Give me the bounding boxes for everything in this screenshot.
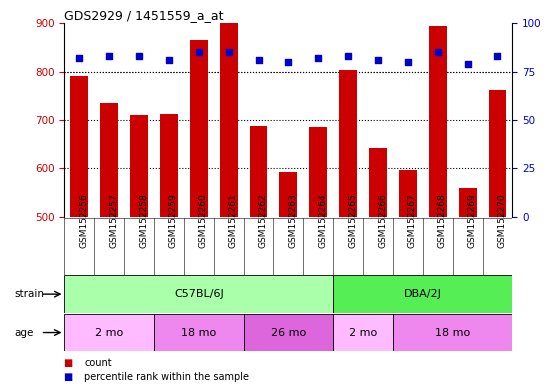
Point <box>344 53 353 59</box>
Text: 18 mo: 18 mo <box>435 328 470 338</box>
Text: GSM152261: GSM152261 <box>228 193 237 248</box>
Bar <box>309 127 327 217</box>
Point <box>105 53 114 59</box>
Text: GSM152257: GSM152257 <box>109 193 118 248</box>
Text: count: count <box>84 358 111 368</box>
Bar <box>333 275 512 313</box>
Bar <box>333 314 393 351</box>
Bar <box>100 103 118 217</box>
Bar <box>71 76 88 217</box>
Point <box>374 57 382 63</box>
Bar <box>339 70 357 217</box>
Text: GSM152265: GSM152265 <box>348 193 357 248</box>
Text: C57BL/6J: C57BL/6J <box>174 289 223 299</box>
Text: ■: ■ <box>64 372 77 382</box>
Point <box>224 49 233 55</box>
Text: GSM152258: GSM152258 <box>139 193 148 248</box>
Point <box>134 53 143 59</box>
Text: GDS2929 / 1451559_a_at: GDS2929 / 1451559_a_at <box>64 9 224 22</box>
Bar <box>154 314 244 351</box>
Bar <box>393 314 512 351</box>
Point <box>493 53 502 59</box>
Point <box>254 57 263 63</box>
Text: percentile rank within the sample: percentile rank within the sample <box>84 372 249 382</box>
Bar <box>488 90 506 217</box>
Text: 18 mo: 18 mo <box>181 328 216 338</box>
Bar <box>190 40 208 217</box>
Text: 26 mo: 26 mo <box>271 328 306 338</box>
Bar <box>130 115 148 217</box>
Text: GSM152268: GSM152268 <box>438 193 447 248</box>
Bar <box>220 23 237 217</box>
Text: GSM152263: GSM152263 <box>288 193 297 248</box>
Text: GSM152269: GSM152269 <box>468 193 477 248</box>
Text: DBA/2J: DBA/2J <box>404 289 442 299</box>
Text: GSM152262: GSM152262 <box>259 193 268 248</box>
Text: GSM152260: GSM152260 <box>199 193 208 248</box>
Text: age: age <box>14 328 34 338</box>
Bar <box>459 188 477 217</box>
Bar <box>399 170 417 217</box>
Text: ■: ■ <box>64 358 77 368</box>
Text: GSM152256: GSM152256 <box>80 193 88 248</box>
Text: GSM152259: GSM152259 <box>169 193 178 248</box>
Point <box>194 49 203 55</box>
Text: GSM152270: GSM152270 <box>497 193 506 248</box>
Point <box>75 55 84 61</box>
Point <box>284 59 293 65</box>
Bar <box>429 26 447 217</box>
Bar <box>160 114 178 217</box>
Bar <box>244 314 333 351</box>
Text: GSM152267: GSM152267 <box>408 193 417 248</box>
Point <box>433 49 442 55</box>
Point <box>403 59 412 65</box>
Text: GSM152264: GSM152264 <box>318 193 327 248</box>
Text: strain: strain <box>14 289 44 299</box>
Point <box>314 55 323 61</box>
Bar <box>64 275 333 313</box>
Bar <box>369 148 387 217</box>
Bar <box>250 126 268 217</box>
Bar <box>279 172 297 217</box>
Point <box>165 57 174 63</box>
Text: 2 mo: 2 mo <box>349 328 377 338</box>
Point <box>463 61 472 67</box>
Text: GSM152266: GSM152266 <box>378 193 387 248</box>
Bar <box>64 314 154 351</box>
Text: 2 mo: 2 mo <box>95 328 123 338</box>
